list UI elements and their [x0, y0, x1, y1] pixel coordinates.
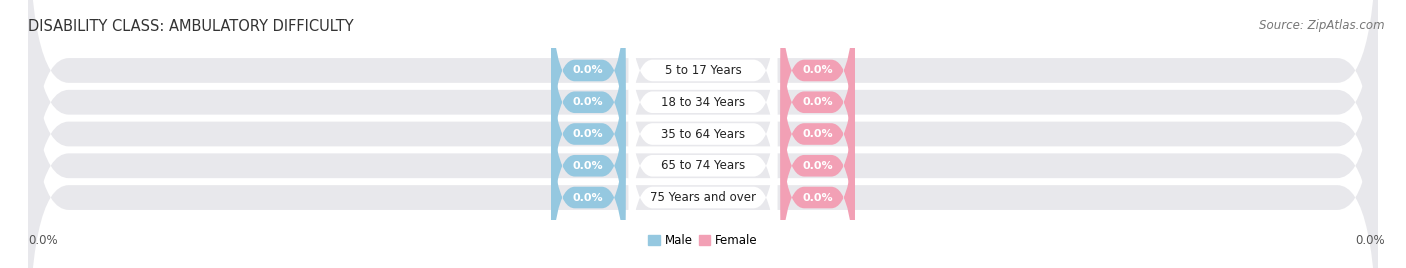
Text: 75 Years and over: 75 Years and over: [650, 191, 756, 204]
Text: 18 to 34 Years: 18 to 34 Years: [661, 96, 745, 109]
FancyBboxPatch shape: [628, 0, 778, 171]
FancyBboxPatch shape: [780, 2, 855, 203]
FancyBboxPatch shape: [28, 0, 1378, 249]
Text: 0.0%: 0.0%: [803, 65, 832, 76]
FancyBboxPatch shape: [28, 0, 1378, 268]
Text: 0.0%: 0.0%: [803, 192, 832, 203]
FancyBboxPatch shape: [780, 34, 855, 234]
Text: 0.0%: 0.0%: [574, 161, 603, 171]
FancyBboxPatch shape: [628, 2, 778, 203]
Text: 0.0%: 0.0%: [574, 192, 603, 203]
Text: Source: ZipAtlas.com: Source: ZipAtlas.com: [1260, 19, 1385, 32]
FancyBboxPatch shape: [780, 0, 855, 171]
Legend: Male, Female: Male, Female: [644, 229, 762, 252]
FancyBboxPatch shape: [551, 65, 626, 266]
FancyBboxPatch shape: [551, 0, 626, 171]
Text: 65 to 74 Years: 65 to 74 Years: [661, 159, 745, 172]
Text: 5 to 17 Years: 5 to 17 Years: [665, 64, 741, 77]
Text: 0.0%: 0.0%: [803, 97, 832, 107]
FancyBboxPatch shape: [28, 19, 1378, 268]
Text: 0.0%: 0.0%: [803, 129, 832, 139]
Text: DISABILITY CLASS: AMBULATORY DIFFICULTY: DISABILITY CLASS: AMBULATORY DIFFICULTY: [28, 19, 354, 34]
FancyBboxPatch shape: [780, 97, 855, 268]
Text: 0.0%: 0.0%: [803, 161, 832, 171]
Text: 0.0%: 0.0%: [574, 97, 603, 107]
Text: 0.0%: 0.0%: [1355, 233, 1385, 247]
Text: 0.0%: 0.0%: [574, 129, 603, 139]
FancyBboxPatch shape: [628, 97, 778, 268]
FancyBboxPatch shape: [551, 34, 626, 234]
Text: 0.0%: 0.0%: [574, 65, 603, 76]
Text: 35 to 64 Years: 35 to 64 Years: [661, 128, 745, 140]
FancyBboxPatch shape: [628, 65, 778, 266]
FancyBboxPatch shape: [780, 65, 855, 266]
FancyBboxPatch shape: [28, 0, 1378, 268]
FancyBboxPatch shape: [551, 97, 626, 268]
FancyBboxPatch shape: [628, 34, 778, 234]
Text: 0.0%: 0.0%: [28, 233, 58, 247]
FancyBboxPatch shape: [28, 0, 1378, 268]
FancyBboxPatch shape: [551, 2, 626, 203]
